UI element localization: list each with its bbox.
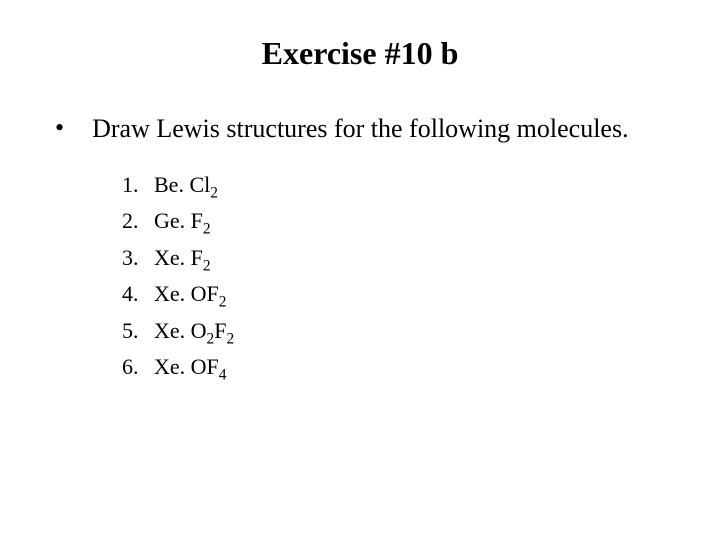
molecule-list: 1.Be. Cl22.Ge. F23.Xe. F24.Xe. OF25.Xe. … <box>122 168 670 387</box>
molecule-formula: Ge. F2 <box>154 204 670 241</box>
list-number: 4. <box>122 277 154 314</box>
list-number: 2. <box>122 204 154 241</box>
main-instruction-text: Draw Lewis structures for the following … <box>92 112 628 146</box>
list-number: 1. <box>122 168 154 205</box>
bullet-icon: • <box>55 112 64 143</box>
list-item: 6.Xe. OF4 <box>122 350 670 387</box>
list-item: 2.Ge. F2 <box>122 204 670 241</box>
molecule-formula: Xe. O2F2 <box>154 314 670 351</box>
list-number: 3. <box>122 241 154 278</box>
list-item: 3.Xe. F2 <box>122 241 670 278</box>
list-item: 4.Xe. OF2 <box>122 277 670 314</box>
list-item: 1.Be. Cl2 <box>122 168 670 205</box>
list-number: 5. <box>122 314 154 351</box>
page-title: Exercise #10 b <box>50 35 670 72</box>
molecule-formula: Xe. OF4 <box>154 350 670 387</box>
molecule-formula: Be. Cl2 <box>154 168 670 205</box>
list-number: 6. <box>122 350 154 387</box>
molecule-formula: Xe. F2 <box>154 241 670 278</box>
main-bullet-item: • Draw Lewis structures for the followin… <box>50 112 670 146</box>
list-item: 5.Xe. O2F2 <box>122 314 670 351</box>
molecule-formula: Xe. OF2 <box>154 277 670 314</box>
